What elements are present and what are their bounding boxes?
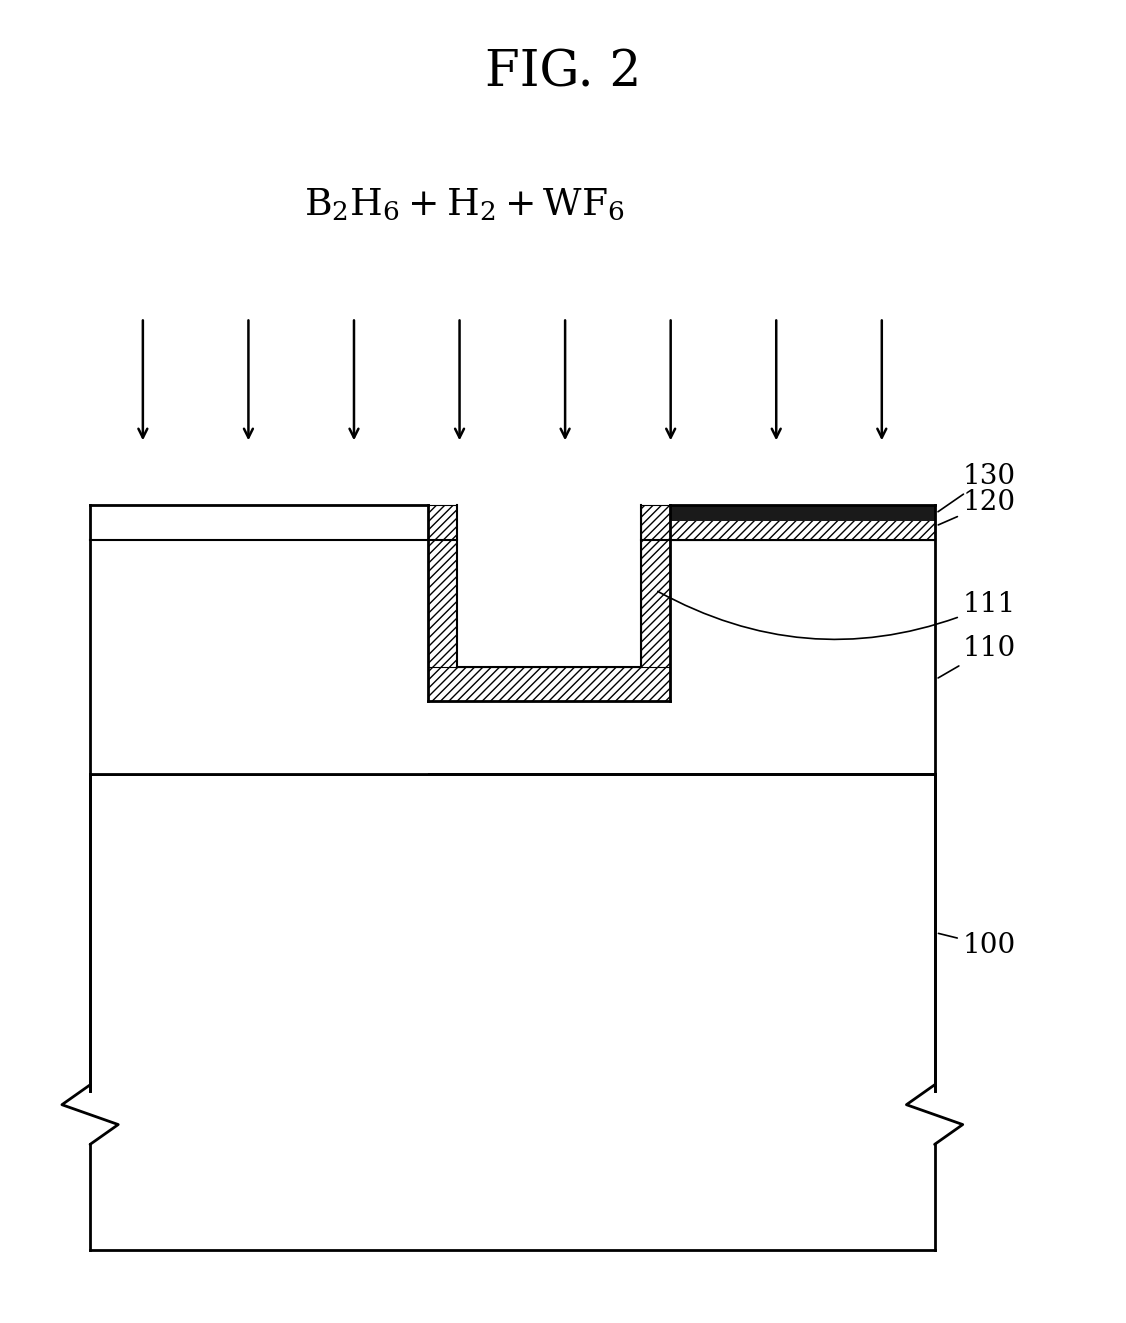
Bar bbox=[670, 505, 935, 540]
Bar bbox=[457, 505, 641, 667]
Bar bbox=[670, 505, 935, 521]
Text: 111: 111 bbox=[658, 591, 1016, 639]
Bar bbox=[428, 667, 670, 701]
Text: 110: 110 bbox=[938, 635, 1016, 677]
Text: 130: 130 bbox=[938, 463, 1016, 512]
Text: 100: 100 bbox=[938, 933, 1016, 959]
Bar bbox=[90, 504, 935, 774]
Bar bbox=[90, 505, 935, 774]
Bar bbox=[90, 505, 428, 521]
Bar bbox=[428, 505, 457, 701]
Bar bbox=[90, 505, 428, 540]
Bar bbox=[90, 505, 428, 774]
Text: 120: 120 bbox=[938, 490, 1016, 525]
Text: $\mathregular{B_2H_6+H_2+WF_6}$: $\mathregular{B_2H_6+H_2+WF_6}$ bbox=[304, 187, 625, 224]
Bar bbox=[641, 505, 670, 701]
Text: FIG. 2: FIG. 2 bbox=[485, 48, 641, 98]
